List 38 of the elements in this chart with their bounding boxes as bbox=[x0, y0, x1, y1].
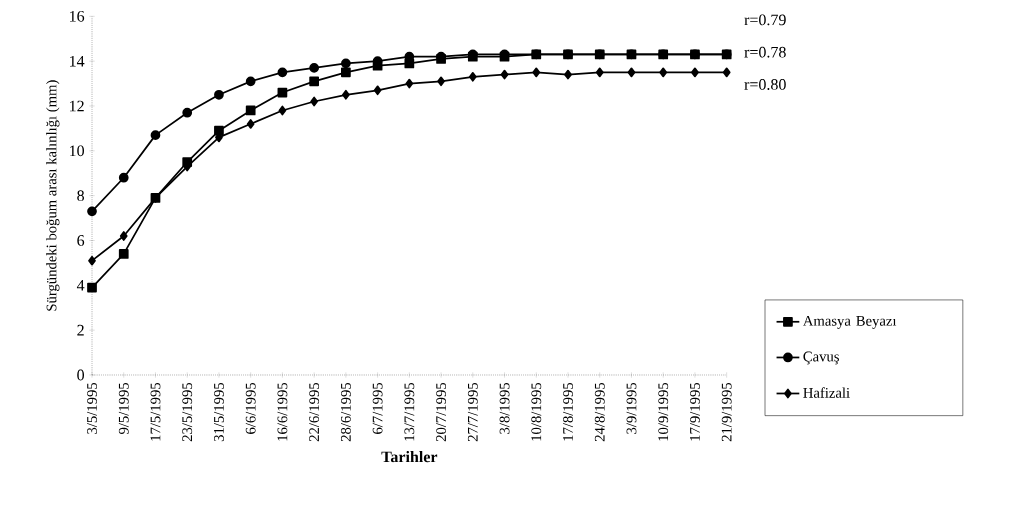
x-axis-title: Tarihler bbox=[381, 451, 438, 463]
x-tick-label: 10/8/1995 bbox=[531, 382, 542, 441]
x-tick-label: 9/5/1995 bbox=[118, 382, 129, 435]
x-tick-label: 27/7/1995 bbox=[467, 382, 478, 442]
y-tick-label: 2 bbox=[77, 324, 84, 336]
x-tick-label: 20/7/1995 bbox=[436, 382, 447, 442]
x-tick-label: 31/5/1995 bbox=[214, 382, 224, 442]
legend-label: Amasya Beyazı bbox=[802, 315, 897, 329]
y-tick-label: 14 bbox=[70, 55, 85, 67]
text: r=0.78 bbox=[744, 46, 786, 58]
x-tick-label: 28/6/1995 bbox=[340, 382, 351, 442]
y-axis-title: Sürgündeki boğum arası kalınlığı (mm) bbox=[46, 80, 60, 311]
x-tick-label: 23/5/1995 bbox=[182, 382, 193, 442]
legend-label: Hafizali bbox=[803, 387, 850, 398]
y-tick-label: 8 bbox=[77, 190, 85, 202]
y-tick-label: 0 bbox=[77, 369, 85, 381]
text: r=0.80 bbox=[744, 79, 786, 90]
x-tick-label: 6/7/1995 bbox=[372, 382, 383, 434]
y-tick-label: 4 bbox=[76, 280, 85, 291]
x-tick-label: 16/6/1995 bbox=[277, 382, 288, 441]
x-tick-label: 10/9/1995 bbox=[658, 382, 669, 441]
x-tick-label: 6/6/1995 bbox=[245, 382, 256, 434]
x-tick-label: 3/5/1995 bbox=[87, 382, 97, 434]
x-tick-label: 17/5/1995 bbox=[150, 382, 161, 441]
y-tick-label: 6 bbox=[77, 235, 85, 246]
y-tick-label: 16 bbox=[70, 10, 85, 22]
x-tick-label: 21/9/1995 bbox=[721, 382, 732, 442]
y-tick-label: 12 bbox=[70, 100, 84, 112]
y-tick-label: 10 bbox=[70, 145, 85, 157]
text: r=0.79 bbox=[744, 14, 786, 26]
x-tick-label: 22/6/1995 bbox=[309, 382, 320, 442]
x-tick-label: 13/7/1995 bbox=[404, 382, 415, 441]
x-tick-label: 3/9/1995 bbox=[626, 382, 637, 434]
legend-label: Çavuş bbox=[803, 351, 839, 365]
x-tick-label: 3/8/1995 bbox=[499, 382, 510, 434]
x-tick-label: 24/8/1995 bbox=[594, 382, 605, 442]
x-tick-label: 17/9/1995 bbox=[690, 382, 700, 441]
x-tick-label: 17/8/1995 bbox=[563, 382, 573, 441]
